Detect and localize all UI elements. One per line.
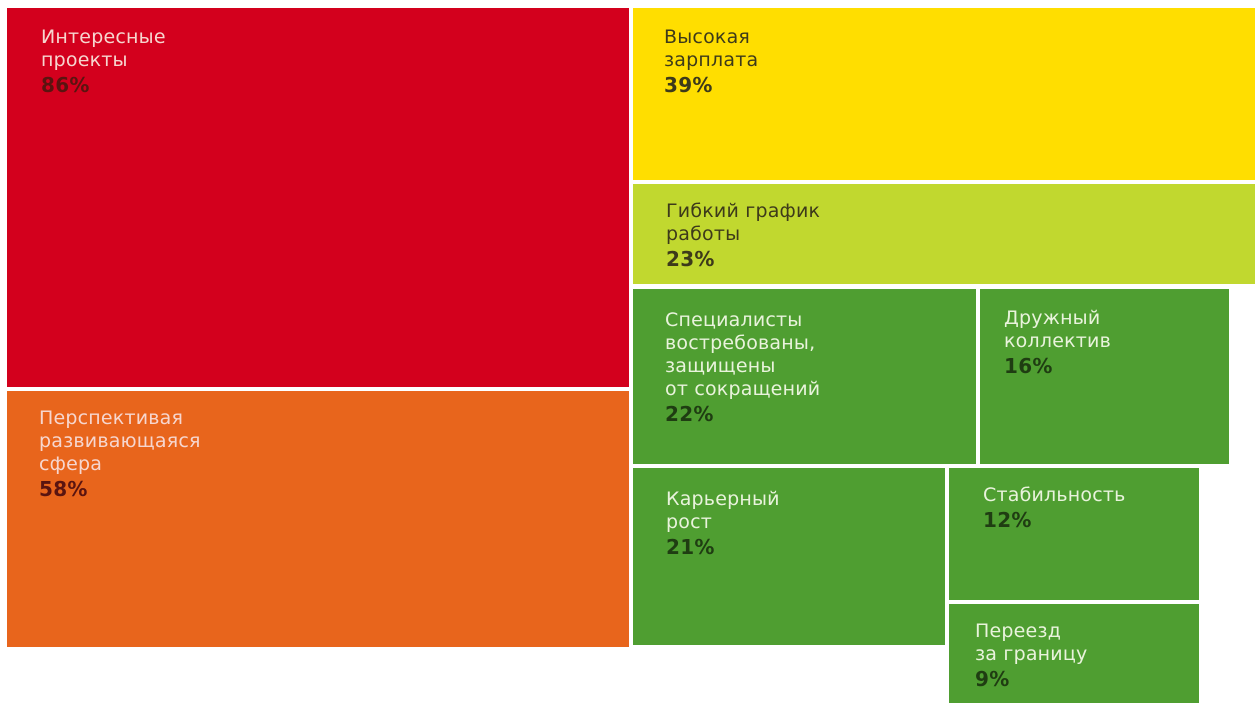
- tile-label: Дружный коллектив: [1004, 307, 1111, 352]
- tile-label: Карьерный рост: [666, 488, 780, 533]
- tile-promising-field: Перспективая развивающаяся сфера 58%: [7, 391, 629, 647]
- tile-value: 22%: [665, 402, 714, 426]
- tile-value: 23%: [666, 247, 715, 271]
- tile-label: Гибкий график работы: [666, 200, 821, 245]
- tile-value: 86%: [41, 73, 90, 97]
- tile-career-growth: Карьерный рост 21%: [633, 468, 945, 645]
- tile-friendly-team: Дружный коллектив 16%: [980, 289, 1229, 464]
- tile-label: Высокая зарплата: [664, 26, 759, 71]
- tile-value: 16%: [1004, 354, 1053, 378]
- tile-label: Интересные проекты: [41, 26, 166, 71]
- tile-label: Стабильность: [983, 484, 1126, 506]
- tile-flexible-schedule: Гибкий график работы 23%: [633, 184, 1255, 284]
- tile-label: Специалисты востребованы, защищены от со…: [665, 309, 821, 400]
- tile-value: 12%: [983, 508, 1032, 532]
- tile-relocation-abroad: Переезд за границу 9%: [949, 604, 1199, 703]
- tile-value: 21%: [666, 535, 715, 559]
- tile-label: Перспективая развивающаяся сфера: [39, 407, 201, 475]
- tile-label: Переезд за границу: [975, 620, 1088, 665]
- tile-value: 9%: [975, 667, 1010, 691]
- tile-value: 58%: [39, 477, 88, 501]
- tile-value: 39%: [664, 73, 713, 97]
- tile-high-salary: Высокая зарплата 39%: [633, 8, 1255, 180]
- tile-stability: Стабильность 12%: [949, 468, 1199, 600]
- tile-specialists-in-demand: Специалисты востребованы, защищены от со…: [633, 289, 976, 464]
- tile-interesting-projects: Интересные проекты 86%: [7, 8, 629, 387]
